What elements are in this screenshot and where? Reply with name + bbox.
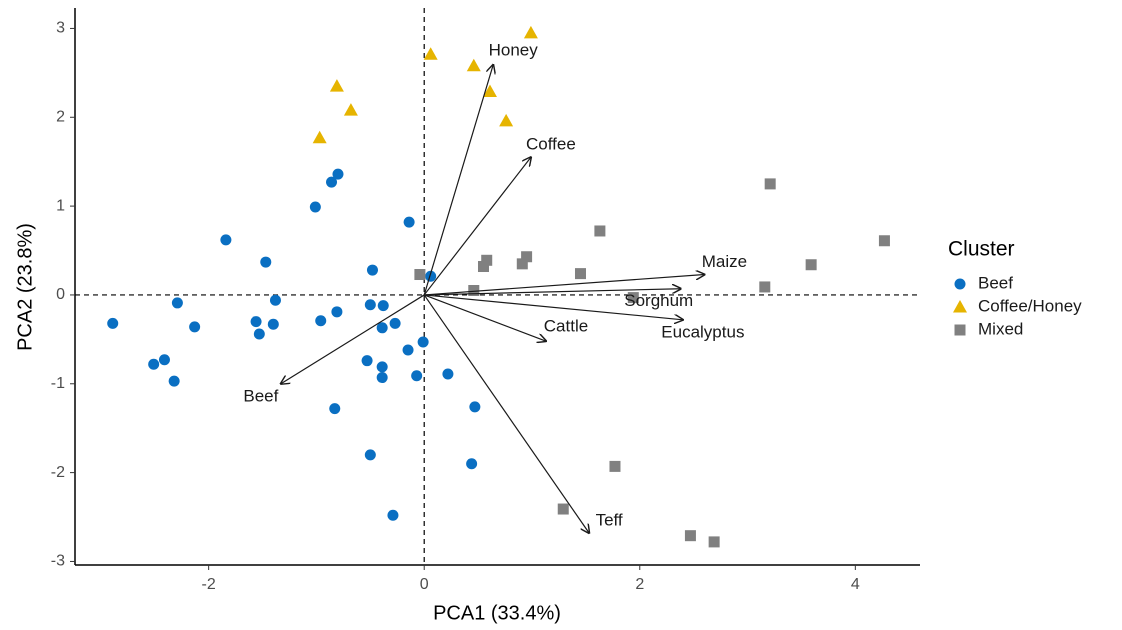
legend-marker (954, 324, 966, 336)
point (309, 201, 321, 213)
point (425, 270, 437, 282)
point (521, 251, 533, 263)
point (329, 403, 341, 415)
point (417, 336, 429, 348)
point (557, 503, 569, 515)
point (253, 328, 265, 340)
loading-arrow (423, 157, 531, 296)
point (466, 58, 481, 72)
point (250, 316, 262, 328)
point (523, 25, 538, 39)
loading-label: Eucalyptus (661, 322, 744, 341)
point (331, 306, 343, 318)
point (402, 344, 414, 356)
point (326, 176, 338, 188)
point (329, 79, 344, 92)
point (469, 401, 481, 413)
point (148, 358, 160, 370)
point (364, 299, 376, 311)
point (594, 225, 606, 237)
point (269, 294, 281, 306)
x-axis-title: PCA1 (33.4%) (433, 602, 561, 624)
legend-marker (953, 300, 967, 313)
legend-label: Coffee/Honey (978, 296, 1082, 315)
loading-arrow (281, 294, 425, 384)
point (366, 264, 378, 276)
y-tick-label: -3 (51, 553, 65, 570)
x-tick-label: 2 (635, 576, 644, 593)
point (414, 269, 426, 281)
loading-label: Beef (243, 386, 278, 405)
point (574, 268, 586, 280)
point (805, 259, 817, 271)
point (168, 375, 180, 387)
point (609, 460, 621, 472)
point (364, 449, 376, 461)
y-tick-label: 2 (56, 108, 65, 125)
point (878, 235, 890, 247)
loading-arrow (423, 294, 589, 533)
point (315, 315, 327, 327)
point (499, 113, 514, 127)
point (442, 368, 454, 380)
y-tick-label: -1 (51, 375, 65, 392)
point (171, 297, 183, 309)
point (377, 300, 389, 312)
point (376, 372, 388, 384)
point (312, 130, 327, 144)
point (107, 317, 119, 329)
loading-arrow (424, 289, 681, 296)
x-tick-label: 0 (420, 576, 429, 593)
point (361, 355, 373, 367)
legend-marker (954, 278, 966, 290)
loading-label: Coffee (526, 135, 576, 154)
point (411, 370, 423, 382)
legend-label: Mixed (978, 319, 1023, 338)
y-tick-label: 0 (56, 286, 65, 303)
legend-label: Beef (978, 273, 1013, 292)
point (267, 318, 279, 330)
loading-arrow (423, 65, 493, 296)
point (376, 322, 388, 334)
legend-title: Cluster (948, 238, 1015, 261)
y-tick-label: 3 (56, 20, 65, 37)
point (516, 258, 528, 270)
point (466, 458, 478, 470)
point (627, 292, 639, 304)
y-axis-title: PCA2 (23.8%) (14, 223, 36, 351)
loading-label: Cattle (544, 317, 588, 336)
y-tick-label: 1 (56, 197, 65, 214)
point (332, 168, 344, 180)
point (403, 216, 415, 228)
point (343, 103, 358, 116)
point (468, 284, 480, 296)
point (158, 354, 170, 366)
point (189, 321, 201, 333)
y-tick-label: -2 (51, 464, 65, 481)
point (423, 47, 438, 60)
point (220, 234, 232, 246)
point (389, 317, 401, 329)
x-tick-label: -2 (202, 576, 216, 593)
loading-label: Maize (702, 252, 747, 271)
x-tick-label: 4 (851, 576, 860, 593)
point (481, 254, 493, 266)
loading-arrow (424, 294, 683, 320)
point (477, 261, 489, 273)
loading-arrow (423, 294, 546, 341)
point (376, 361, 388, 373)
point (708, 536, 720, 548)
point (764, 178, 776, 190)
loading-label: Sorghum (624, 291, 693, 310)
point (684, 530, 696, 542)
loading-label: Honey (489, 40, 539, 59)
point (482, 84, 497, 98)
point (759, 281, 771, 293)
point (260, 256, 272, 268)
point (387, 509, 399, 521)
loading-label: Teff (596, 511, 623, 530)
loading-arrow (424, 275, 704, 296)
